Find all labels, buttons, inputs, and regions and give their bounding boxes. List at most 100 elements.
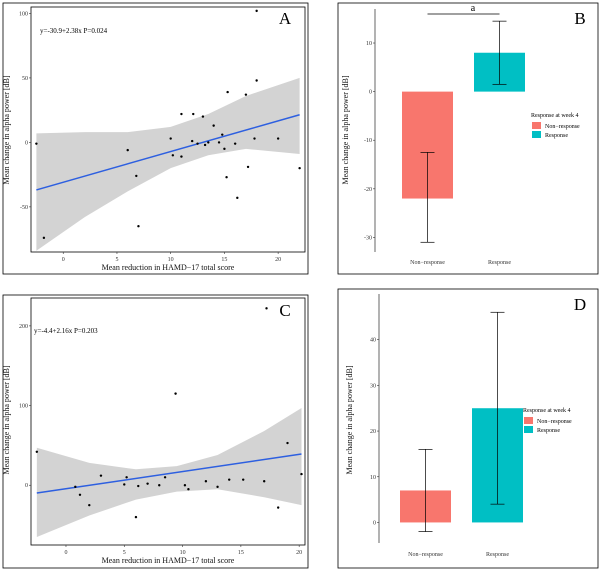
category-label: Non−response — [408, 552, 443, 558]
x-tick-label: 10 — [180, 550, 186, 556]
panel-c-plot-area — [30, 297, 306, 546]
y-tick-label: 20 — [370, 429, 376, 435]
panel-c-point — [146, 482, 149, 485]
panel-a-points — [35, 9, 301, 240]
panel-d-border — [337, 288, 599, 569]
legend-swatch — [524, 417, 533, 424]
panel-a-point — [298, 166, 301, 170]
panel-a-point — [201, 115, 205, 118]
panel-a-point — [35, 142, 38, 145]
panel-a-point — [255, 9, 258, 13]
y-tick-label: 0 — [25, 483, 28, 489]
panel-a-point — [135, 174, 138, 178]
panel-c-point — [99, 474, 103, 477]
legend-entry: Non−response — [537, 419, 572, 425]
panel-a-point — [196, 142, 199, 145]
panel-a-border — [2, 2, 309, 275]
category-label: Response — [488, 260, 511, 266]
panel-a: A 0 5 10 15 20 -50 0 50 100 y=-30.9+2.38x P=0.0… — [2, 2, 309, 275]
y-tick-label: -10 — [364, 138, 372, 144]
panel-c-point — [276, 506, 280, 509]
panel-a-point — [225, 176, 228, 179]
panel-c-point — [74, 485, 77, 489]
panel-b-letter: B — [574, 9, 585, 28]
x-tick-label: 0 — [62, 257, 65, 263]
panel-c-point — [228, 478, 231, 481]
panel-c-point — [183, 484, 187, 487]
y-tick-label: 50 — [22, 76, 28, 82]
panel-d-y-ticks: 0 10 20 30 40 — [370, 338, 379, 526]
legend-swatch — [532, 122, 541, 129]
legend-title: Response at week 4 — [523, 408, 571, 414]
panel-c-point — [242, 478, 245, 481]
panel-a-x-label: Mean reduction in HAMD−17 total score — [102, 263, 235, 272]
x-tick-label: 15 — [221, 257, 227, 263]
panel-b-significance: a — [427, 3, 500, 15]
x-tick-label: 20 — [296, 550, 302, 556]
panel-c-point — [125, 476, 128, 479]
panel-a-point — [233, 142, 237, 145]
panel-a-letter: A — [279, 9, 292, 28]
panel-a-point — [236, 196, 239, 200]
panel-d-legend: Response at week 4 Non−response Response — [523, 408, 572, 434]
panel-a-point — [180, 112, 183, 116]
panel-a-point — [255, 79, 258, 82]
panel-a-point — [223, 147, 226, 151]
panel-a-point — [190, 139, 194, 143]
panel-c-point — [35, 450, 39, 453]
panel-d-bars — [400, 311, 523, 532]
panel-c-point — [174, 392, 177, 395]
panel-c-x-label: Mean reduction in HAMD−17 total score — [102, 556, 235, 565]
y-tick-label: 0 — [369, 90, 372, 96]
category-label: Non−response — [410, 260, 445, 266]
legend-title: Response at week 4 — [531, 113, 579, 119]
panel-b-significance-label: a — [471, 3, 476, 14]
panel-a-plot-area — [30, 6, 306, 253]
panel-a-point — [42, 236, 46, 240]
panel-c-y-ticks: 0 100 200 — [19, 324, 31, 489]
legend-entry: Response — [545, 133, 568, 139]
panel-a-point — [226, 90, 229, 94]
y-tick-label: -30 — [364, 235, 372, 241]
y-tick-label: 10 — [366, 41, 372, 47]
panel-a-point — [217, 141, 221, 144]
x-tick-label: 5 — [115, 257, 118, 263]
panel-a-equation: y=-30.9+2.38x P=0.024 — [40, 27, 108, 35]
y-tick-label: 100 — [19, 404, 28, 410]
panel-a-point — [212, 124, 215, 127]
panel-b-border — [337, 2, 599, 275]
y-tick-label: 200 — [19, 324, 28, 330]
x-tick-label: 5 — [123, 550, 126, 556]
panel-a-point — [244, 93, 248, 96]
panel-a-point — [207, 141, 210, 144]
panel-c-equation: y=-4.4+2.16x P=0.203 — [34, 327, 98, 335]
category-label: Response — [486, 552, 509, 558]
panel-d: D 0 10 20 30 40 Non−response Response Respons… — [337, 288, 599, 569]
legend-swatch — [532, 131, 541, 138]
panel-a-point — [253, 137, 256, 140]
panel-b-y-ticks: -30 -20 -10 0 10 — [364, 41, 375, 241]
panel-a-point — [221, 133, 224, 136]
panel-a-x-ticks: 0 5 10 15 20 — [62, 252, 281, 263]
panel-c-ci-band — [36, 407, 302, 538]
panel-a-point — [169, 137, 172, 140]
panel-c-points — [35, 307, 303, 519]
y-tick-label: 100 — [19, 11, 28, 17]
panel-c-point — [123, 483, 126, 486]
panel-c-y-label: Mean change in alpha power [dB] — [2, 365, 11, 474]
panel-a-point — [192, 112, 195, 116]
legend-entry: Response — [537, 428, 560, 434]
panel-a-y-label: Mean change in alpha power [dB] — [2, 75, 11, 184]
panel-b-bars — [402, 20, 525, 243]
y-tick-label: 0 — [373, 520, 376, 526]
panel-c-border — [2, 294, 309, 569]
panel-c-point — [137, 484, 140, 488]
panel-c-point — [216, 485, 219, 489]
panel-c-point — [187, 488, 190, 491]
panel-c-point — [204, 480, 208, 483]
y-tick-label: 30 — [370, 383, 376, 389]
y-tick-label: -50 — [20, 205, 28, 211]
panel-c-point — [286, 441, 289, 445]
